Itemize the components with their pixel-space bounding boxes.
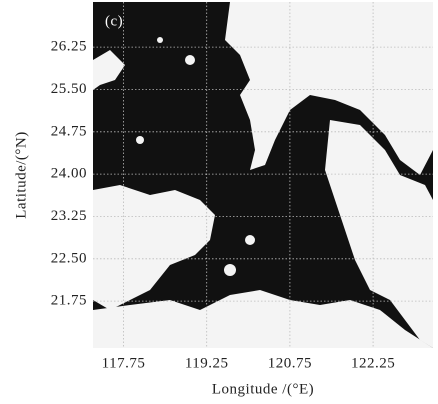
panel-label: (c) — [105, 13, 123, 29]
y-axis-label: Latitude/(°N) — [13, 131, 29, 218]
y-tick-label: 24.75 — [51, 123, 87, 139]
cloud-region — [325, 120, 433, 348]
cloud-patch — [224, 264, 236, 276]
cloud-patch — [157, 37, 163, 43]
y-tick-label: 23.25 — [51, 208, 87, 224]
x-axis-label: Longitude /(°E) — [212, 381, 314, 397]
y-tick-label: 22.50 — [51, 250, 87, 266]
cloud-region — [93, 290, 433, 348]
x-tick-label: 119.25 — [185, 355, 229, 371]
x-tick-label: 120.75 — [268, 355, 312, 371]
cloud-region — [93, 50, 125, 90]
y-tick-label: 24.00 — [51, 166, 87, 182]
x-tick-label: 122.25 — [351, 355, 395, 371]
cloud-patch — [245, 235, 255, 245]
y-tick-label: 21.75 — [51, 293, 87, 309]
x-tick-label: 117.75 — [102, 355, 146, 371]
cloud-region — [225, 2, 433, 175]
y-tick-label: 25.50 — [51, 81, 87, 97]
cloud-patch — [136, 136, 144, 144]
cloud-patch — [185, 55, 195, 65]
cloud-patch — [312, 37, 328, 53]
y-tick-label: 26.25 — [51, 39, 87, 55]
cloud-mask-image — [93, 2, 433, 348]
